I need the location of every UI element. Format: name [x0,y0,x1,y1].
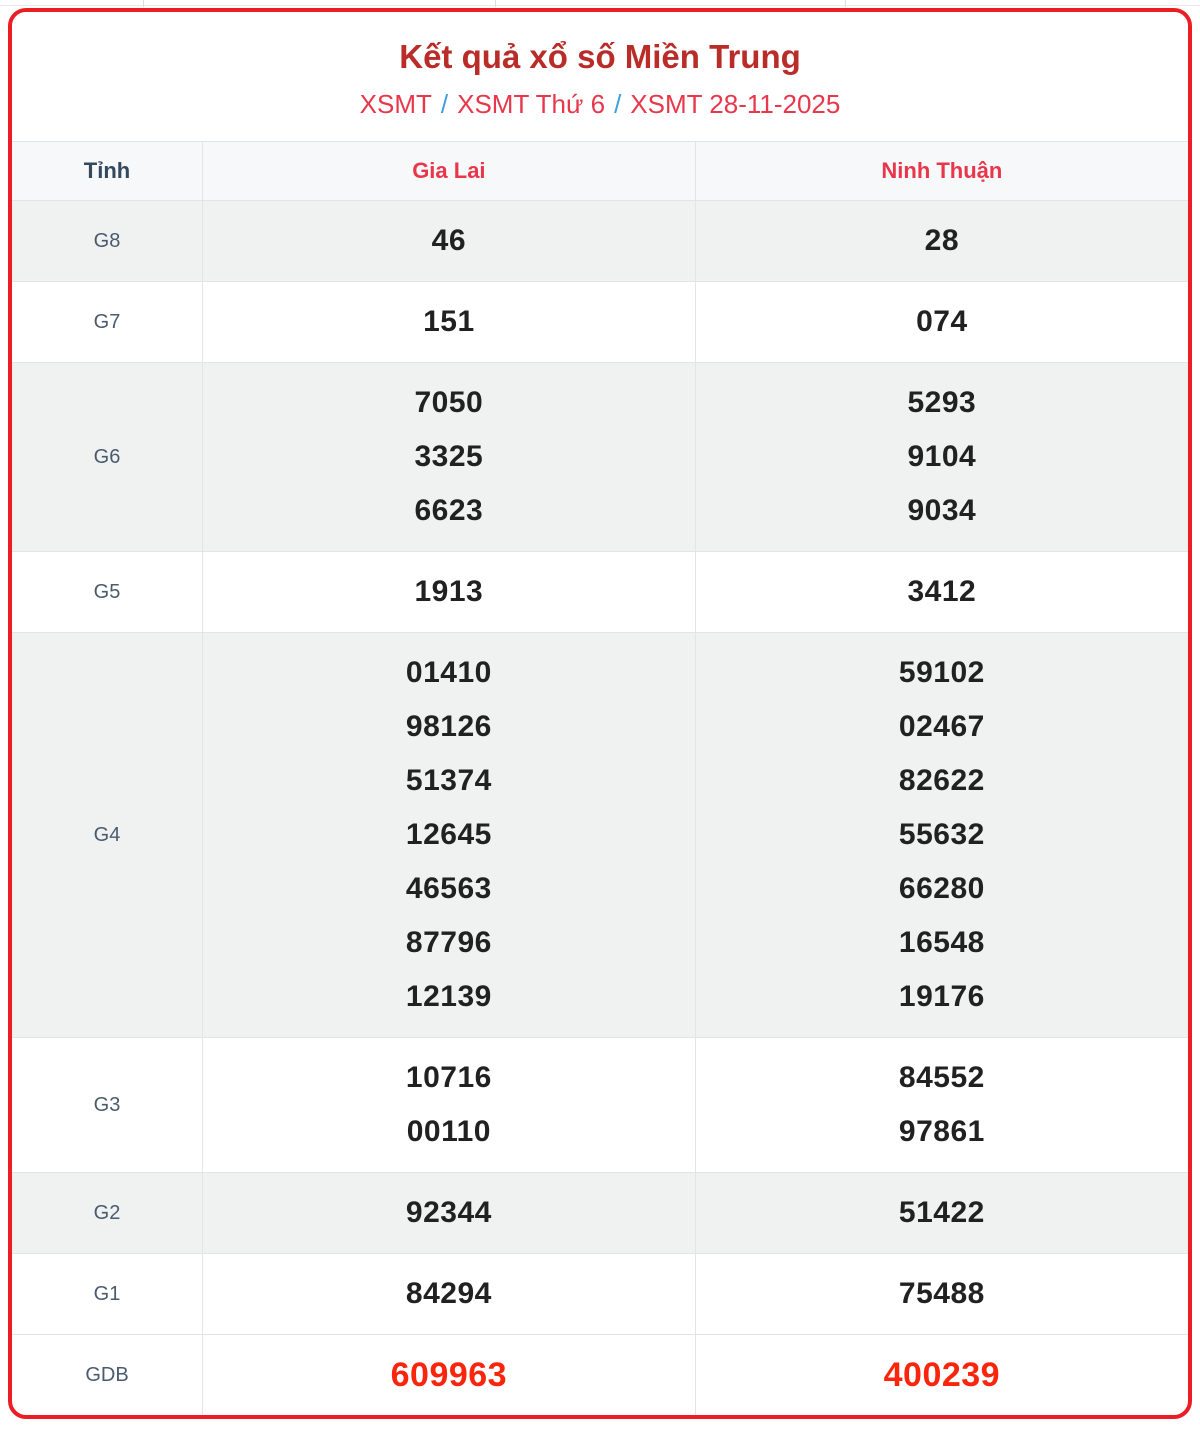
prize-cell-gia_lai: 92344 [202,1172,696,1254]
prize-number: 5293 [907,386,977,419]
prize-cell-gia_lai: 01410 98126 51374 12645 46563 87796 12139 [202,632,696,1038]
prize-cell-ninh_thuan: 5293 9104 9034 [694,362,1188,552]
prize-number: 84552 [898,1061,985,1094]
prize-label: G3 [93,1093,121,1116]
prize-row-g2: G2 92344 51422 [12,1172,1188,1254]
prize-cell-ninh_thuan: 074 [694,281,1188,363]
prize-cell-gia_lai: 46 [202,200,696,282]
prize-number: 51422 [898,1196,985,1229]
prize-cell-gia_lai: 10716 00110 [202,1037,696,1173]
card-header: Kết quả xổ số Miền Trung XSMT / XSMT Thứ 6… [12,12,1188,141]
cropped-table-divider [845,0,846,7]
breadcrumb-link-xsmt-date[interactable]: XSMT 28-11-2025 [630,89,841,119]
prize-number: 1913 [414,575,484,608]
prize-cell-gia_lai: 7050 3325 6623 [202,362,696,552]
prize-label: G2 [93,1201,121,1224]
breadcrumb: XSMT / XSMT Thứ 6 / XSMT 28-11-2025 [22,89,1178,119]
prize-number: 55632 [898,818,985,851]
prize-number: 66280 [898,872,985,905]
lottery-result-card: Kết quả xổ số Miền Trung XSMT / XSMT Thứ 6… [8,8,1192,1419]
prize-row-g4: G4 01410 98126 51374 12645 46563 87796 12139 591… [12,632,1188,1038]
page-title: Kết quả xổ số Miền Trung [399,38,801,75]
prize-number: 00110 [406,1115,491,1148]
column-header-gia-lai: Gia Lai [202,141,696,201]
prize-row-g1: G1 84294 75488 [12,1253,1188,1335]
prize-row-g6: G6 7050 3325 6623 5293 9104 9034 [12,362,1188,552]
prize-number: 28 [924,224,960,257]
prize-number: 3412 [907,575,977,608]
prize-label: G8 [93,229,121,252]
prize-number: 400239 [883,1356,1001,1394]
cropped-table-divider [495,0,496,7]
prize-number: 12139 [405,980,492,1013]
prize-cell-ninh_thuan: 84552 97861 [694,1037,1188,1173]
prize-cell-ninh_thuan: 3412 [694,551,1188,633]
prize-number: 92344 [405,1196,492,1229]
cropped-table-edge [0,0,1200,7]
column-header-tinh: Tỉnh [12,141,203,201]
breadcrumb-link-xsmt[interactable]: XSMT [359,89,432,119]
prize-label: G1 [93,1282,121,1305]
prize-cell-ninh_thuan: 75488 [694,1253,1188,1335]
column-header-ninh-thuan: Ninh Thuận [694,141,1188,201]
prize-number: 98126 [405,710,492,743]
prize-number: 7050 [414,386,484,419]
table-header-row: Tỉnh Gia Lai Ninh Thuận [12,141,1188,201]
breadcrumb-link-xsmt-thu-6[interactable]: XSMT Thứ 6 [457,89,606,119]
prize-number: 609963 [390,1356,508,1394]
prize-number: 02467 [898,710,985,743]
prize-number: 16548 [898,926,985,959]
prize-cell-ninh_thuan: 51422 [694,1172,1188,1254]
cropped-table-divider [143,0,144,7]
prize-label: G7 [93,310,121,333]
prize-number: 10716 [405,1061,492,1094]
prize-number: 151 [423,305,475,338]
prize-number: 51374 [405,764,492,797]
prize-label: G6 [93,445,121,468]
prize-cell-ninh_thuan: 59102 02467 82622 55632 66280 16548 19176 [694,632,1188,1038]
prize-number: 01410 [405,656,492,689]
prize-cell-gia_lai: 1913 [202,551,696,633]
prize-label: G5 [93,580,121,603]
prize-number: 84294 [405,1277,492,1310]
prize-number: 97861 [898,1115,985,1148]
prize-cell-gia_lai: 151 [202,281,696,363]
prize-row-g7: G7 151 074 [12,281,1188,363]
prize-row-gdb: GDB 609963 400239 [12,1334,1188,1415]
prize-cell-ninh_thuan: 400239 [694,1334,1188,1415]
prize-number: 59102 [898,656,985,689]
breadcrumb-separator: / [440,89,449,119]
prize-label: GDB [85,1363,129,1386]
prize-number: 87796 [405,926,492,959]
prize-number: 82622 [898,764,985,797]
prize-number: 46 [431,224,467,257]
prize-row-g8: G8 46 28 [12,200,1188,282]
prize-number: 19176 [898,980,985,1013]
prize-cell-gia_lai: 609963 [202,1334,696,1415]
prize-number: 12645 [405,818,492,851]
prize-number: 9104 [907,440,977,473]
results-table: Tỉnh Gia Lai Ninh Thuận G8 46 28 G7 151 074 G6… [12,141,1188,1415]
prize-number: 46563 [405,872,492,905]
prize-cell-gia_lai: 84294 [202,1253,696,1335]
prize-number: 6623 [414,494,484,527]
prize-number: 3325 [414,440,484,473]
prize-row-g3: G3 10716 00110 84552 97861 [12,1037,1188,1173]
prize-number: 75488 [898,1277,985,1310]
prize-cell-ninh_thuan: 28 [694,200,1188,282]
results-table-body: G8 46 28 G7 151 074 G6 7050 3325 6623 5293 9104 9034… [12,200,1188,1415]
breadcrumb-separator: / [614,89,622,119]
prize-number: 9034 [907,494,977,527]
prize-row-g5: G5 1913 3412 [12,551,1188,633]
prize-number: 074 [916,305,968,338]
prize-label: G4 [93,823,121,846]
